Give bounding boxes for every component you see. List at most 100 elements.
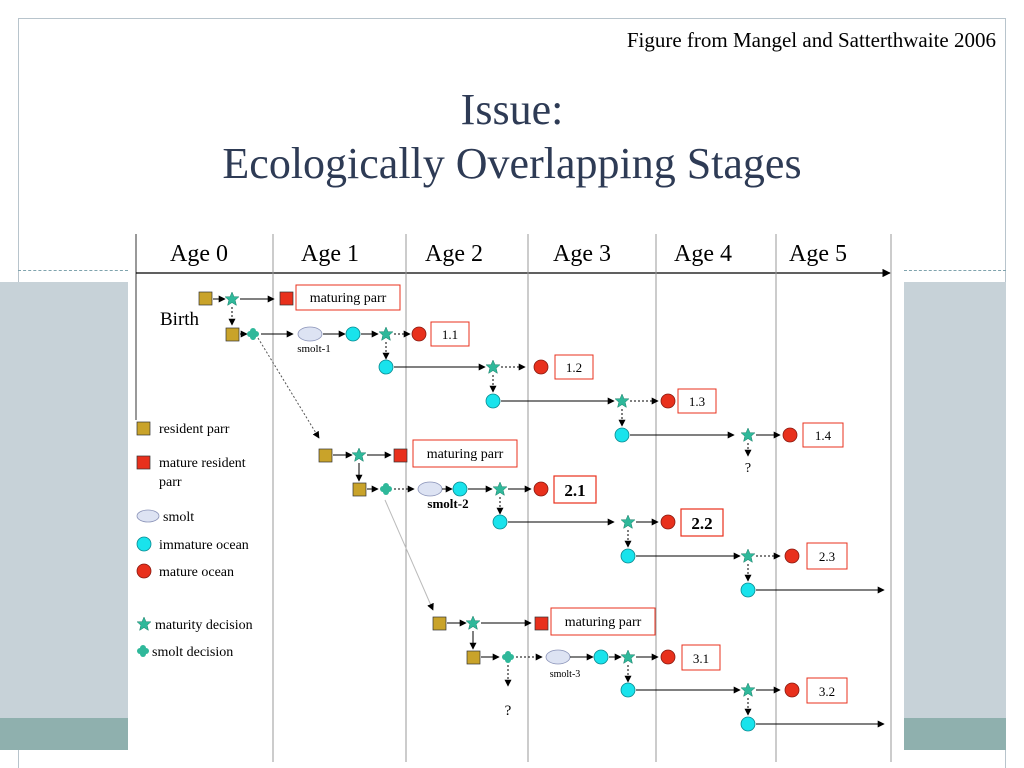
- resident-parr-node: [318, 448, 333, 463]
- right-dashed-rule: [904, 270, 1006, 271]
- smolt2-label: smolt-2: [427, 496, 468, 511]
- age-label-0: Age 0: [170, 241, 228, 267]
- right-side-panel: [904, 282, 1006, 718]
- immature-ocean-node: [345, 326, 361, 342]
- outcome-label-2.3: 2.3: [819, 549, 835, 564]
- slide-title-line1: Issue:: [460, 85, 564, 134]
- immature-ocean-node: [492, 514, 508, 530]
- legend-smolt-swatch: [136, 509, 160, 523]
- maturity-decision-node: [620, 649, 636, 664]
- smolt-node: [545, 649, 571, 665]
- resident-parr-node: [432, 616, 447, 631]
- maturity-decision-node: [224, 291, 240, 306]
- smolt-node: [297, 326, 323, 342]
- immature-ocean-node: [620, 682, 636, 698]
- age-label-4: Age 4: [674, 241, 732, 267]
- question-mark: ?: [505, 703, 512, 719]
- smolt1-label: smolt-1: [297, 343, 331, 355]
- legend-maturity-decision: maturity decision: [155, 618, 253, 633]
- immature-ocean-node: [614, 427, 630, 443]
- age-label-1: Age 1: [301, 241, 359, 267]
- maturity-decision-node: [620, 514, 636, 529]
- outcome-box-3.1: [681, 644, 721, 671]
- mature-ocean-node: [660, 649, 676, 665]
- maturity-decision-node: [740, 682, 756, 697]
- mature-ocean-node: [782, 427, 798, 443]
- maturing-parr-box-1: [295, 284, 401, 311]
- resident-parr-node: [352, 482, 367, 497]
- left-side-panel: [0, 282, 128, 718]
- birth-label: Birth: [160, 309, 200, 330]
- legend-immature-ocean: immature ocean: [159, 538, 249, 553]
- mature-ocean-node: [533, 481, 549, 497]
- maturity-decision-node: [740, 548, 756, 563]
- left-dashed-rule: [18, 270, 128, 271]
- smolt-node: [417, 481, 443, 497]
- outcome-label-1.1: 1.1: [442, 327, 458, 342]
- legend-smolt-decision: smolt decision: [152, 645, 233, 660]
- maturity-decision-node: [485, 359, 501, 374]
- outcome-box-1.1: [430, 321, 470, 347]
- outcome-box-2.3: [806, 542, 848, 570]
- slide-title-line2: Ecologically Overlapping Stages: [222, 139, 802, 188]
- outcome-box-3.2: [806, 677, 848, 704]
- maturity-decision-node: [492, 481, 508, 496]
- smolt-delay-arrow-2: [384, 499, 434, 611]
- legend-immature-ocean-swatch: [136, 536, 152, 552]
- legend: resident parr mature resident parr smolt…: [136, 421, 253, 660]
- legend-mature-resident-parr-swatch: [136, 455, 151, 470]
- resident-parr-node: [225, 327, 240, 342]
- immature-ocean-node: [452, 481, 468, 497]
- maturing-parr-box-2: [412, 439, 518, 468]
- outcome-label-3.2: 3.2: [819, 684, 835, 699]
- mature-ocean-node: [533, 359, 549, 375]
- immature-ocean-node: [740, 716, 756, 732]
- mature-ocean-node: [660, 514, 676, 530]
- outcome-label-1.3: 1.3: [689, 394, 705, 409]
- maturity-decision-node: [351, 447, 367, 462]
- legend-smolt: smolt: [163, 510, 194, 525]
- outcome-box-2.1: [553, 475, 597, 504]
- maturing-parr-label-3: maturing parr: [565, 615, 642, 630]
- immature-ocean-node: [740, 582, 756, 598]
- smolt-decision-node: [502, 651, 514, 663]
- legend-maturity-decision-swatch: [136, 616, 152, 631]
- maturing-parr-box-3: [550, 607, 656, 636]
- maturity-decision-node: [465, 615, 481, 630]
- stage-diagram: Age 0 Age 1 Age 2 Age 3 Age 4 Age 5 Birt…: [130, 230, 904, 768]
- age-header: Age 0 Age 1 Age 2 Age 3 Age 4 Age 5: [135, 234, 892, 762]
- cohort-age0: maturing parr smolt-1 1.1 1.2 1.3: [198, 284, 844, 476]
- smolt-decision-node: [247, 328, 259, 340]
- legend-mature-ocean-swatch: [136, 563, 152, 579]
- maturity-decision-node: [614, 393, 630, 408]
- left-bottom-band: [0, 718, 128, 750]
- smolt3-label: smolt-3: [550, 669, 581, 680]
- legend-smolt-decision-swatch: [137, 645, 149, 657]
- smolt-delay-arrow-1: [257, 337, 320, 439]
- mature-ocean-node: [784, 682, 800, 698]
- immature-ocean-node: [378, 359, 394, 375]
- outcome-box-1.3: [677, 388, 717, 414]
- outcome-box-1.2: [554, 354, 594, 380]
- right-bottom-band: [904, 718, 1006, 750]
- maturing-parr-label-2: maturing parr: [427, 447, 504, 462]
- immature-ocean-node: [620, 548, 636, 564]
- age-label-2: Age 2: [425, 241, 483, 267]
- immature-ocean-node: [485, 393, 501, 409]
- legend-resident-parr: resident parr: [159, 422, 230, 437]
- legend-mature-resident-parr-line2: parr: [159, 475, 182, 490]
- outcome-label-1.2: 1.2: [566, 360, 582, 375]
- legend-mature-resident-parr: mature resident: [159, 456, 246, 471]
- question-mark: ?: [745, 461, 751, 476]
- outcome-label-2.2: 2.2: [691, 514, 712, 533]
- outcome-label-3.1: 3.1: [693, 651, 709, 666]
- mature-resident-parr-node: [393, 448, 408, 463]
- maturity-decision-node: [740, 427, 756, 442]
- legend-resident-parr-swatch: [136, 421, 151, 436]
- resident-parr-node: [466, 650, 481, 665]
- age-label-3: Age 3: [553, 241, 611, 267]
- cohort-age2: maturing parr smolt-3 3.1 ? 3.2: [432, 607, 885, 732]
- age-label-5: Age 5: [789, 241, 847, 267]
- maturity-decision-node: [378, 326, 394, 341]
- mature-ocean-node: [411, 326, 427, 342]
